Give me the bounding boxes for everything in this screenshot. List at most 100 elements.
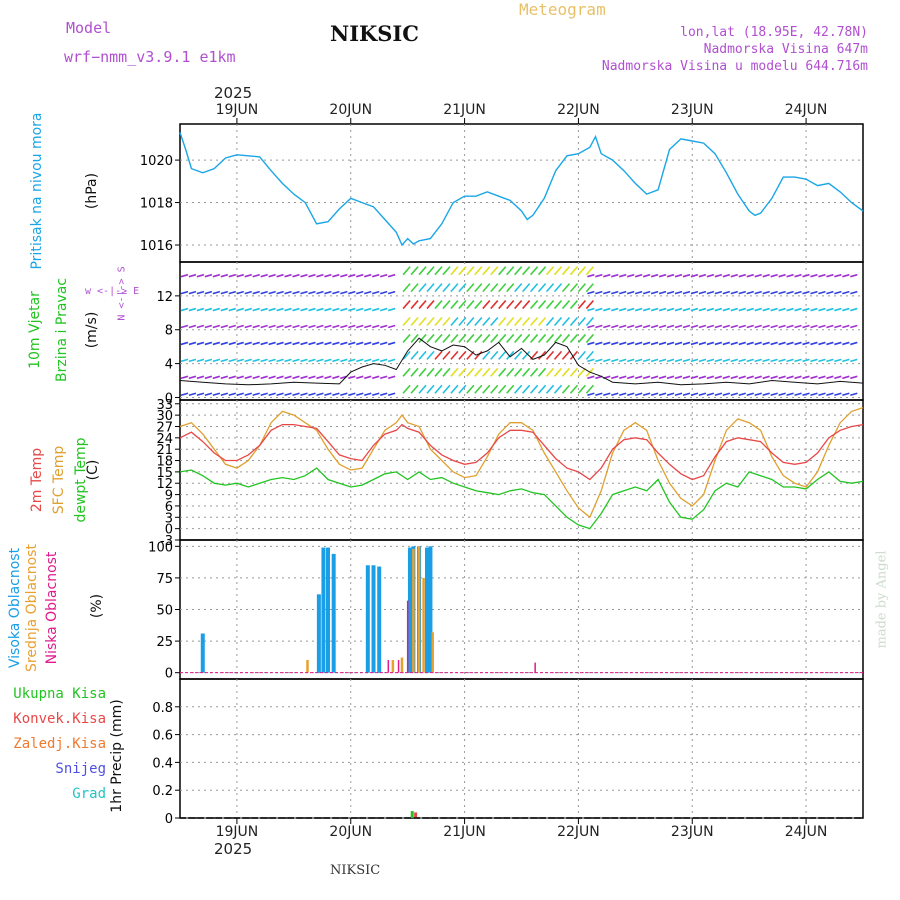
wind-arrow xyxy=(276,341,284,346)
wind-arrow xyxy=(188,358,197,363)
wind-arrow xyxy=(252,341,260,346)
wind-arrow xyxy=(236,290,244,295)
wind-arrow xyxy=(308,290,316,295)
wind-arrow xyxy=(642,307,651,312)
x-tick-label-top: 22JUN xyxy=(557,102,600,118)
wind-arrow xyxy=(738,341,746,346)
wind-arrow xyxy=(585,350,594,360)
wind-arrow xyxy=(826,392,834,396)
wind-arrow xyxy=(410,384,419,394)
wind-arrow xyxy=(498,316,507,327)
wind-arrow xyxy=(826,307,834,312)
wind-arrow xyxy=(778,307,786,312)
wind-arrow xyxy=(674,324,683,329)
y-tick-label-temperature: 12 xyxy=(156,477,173,492)
model-label: Model xyxy=(66,19,112,37)
wind-arrow xyxy=(826,341,834,346)
wind-arrow xyxy=(537,266,547,276)
wind-arrow xyxy=(482,266,491,276)
wind-arrow xyxy=(180,324,189,329)
wind-arrow xyxy=(730,392,739,396)
wind-arrow xyxy=(196,392,205,396)
wind-arrow xyxy=(498,367,507,377)
wind-arrow xyxy=(666,341,675,346)
cloud-bar-1 xyxy=(417,546,421,673)
y-tick-label-temperature: 0 xyxy=(165,523,173,538)
wind-arrow xyxy=(276,307,284,312)
wind-arrow xyxy=(595,290,603,295)
wind-arrow xyxy=(603,324,611,329)
wind-arrow xyxy=(356,341,364,346)
wind-arrow xyxy=(642,273,651,278)
wind-arrow xyxy=(530,333,539,343)
wind-arrow xyxy=(537,300,547,310)
wind-arrow xyxy=(714,307,723,312)
wind-arrow xyxy=(545,384,555,394)
wind-arrow xyxy=(402,367,411,377)
wind-arrow xyxy=(522,283,531,293)
y-tick-label-temperature: 9 xyxy=(165,489,173,504)
wind-arrow xyxy=(682,392,691,396)
y-tick-label-pressure: 1020 xyxy=(140,154,173,169)
wind-arrow xyxy=(730,307,739,312)
wind-arrow xyxy=(371,290,380,295)
wind-arrow xyxy=(770,392,778,396)
wind-arrow xyxy=(706,358,715,363)
wind-arrow xyxy=(626,341,635,346)
wind-arrow xyxy=(442,333,451,343)
wind-arrow xyxy=(474,266,483,276)
wind-arrow xyxy=(802,341,810,346)
wind-arrow xyxy=(418,300,427,310)
wind-arrow xyxy=(228,375,236,380)
wind-arrow xyxy=(642,375,651,380)
wind-arrow xyxy=(498,350,507,360)
wind-arrow xyxy=(434,333,443,343)
wind-arrow xyxy=(537,283,547,293)
wind-arrow xyxy=(545,300,555,310)
wind-arrow xyxy=(308,307,316,312)
wind-arrow xyxy=(466,300,475,310)
wind-arrow xyxy=(506,367,515,377)
wind-arrow xyxy=(650,358,659,363)
panel-frame-temperature xyxy=(179,399,864,541)
wind-arrow xyxy=(236,392,244,396)
wind-arrow xyxy=(434,384,443,394)
wind-arrow xyxy=(442,384,451,394)
wind-arrow xyxy=(204,358,213,363)
wind-arrow xyxy=(754,324,762,329)
wind-arrow xyxy=(619,341,627,346)
wind-arrow xyxy=(530,316,539,327)
wind-arrow xyxy=(818,290,826,295)
wind-arrow xyxy=(364,290,372,295)
wind-arrow xyxy=(826,375,834,380)
wind-arrow xyxy=(180,359,181,361)
wind-arrow xyxy=(340,375,348,380)
cloud-bar-0 xyxy=(200,633,205,673)
wind-arrow xyxy=(619,392,627,396)
wind-arrow xyxy=(794,341,802,346)
x-tick-label-bottom: 24JUN xyxy=(785,824,828,840)
wind-arrow xyxy=(626,324,635,329)
wind-arrow xyxy=(276,290,284,295)
wind-arrow xyxy=(786,290,794,295)
temp-label-2m: 2m Temp xyxy=(29,447,45,513)
wind-arrow xyxy=(522,300,531,310)
wind-arrow xyxy=(418,367,427,377)
wind-arrow xyxy=(410,266,419,276)
wind-arrow xyxy=(188,375,197,380)
wind-arrow xyxy=(818,307,826,312)
wind-arrow xyxy=(410,350,419,360)
wind-arrow xyxy=(810,375,818,380)
precip-legend-frz: Zaledj.Kisa xyxy=(13,736,106,752)
wind-arrow xyxy=(426,333,435,343)
wind-arrow xyxy=(490,283,499,293)
wind-arrow xyxy=(308,375,316,380)
y-tick-label-temperature: -3 xyxy=(160,534,173,549)
wind-arrow xyxy=(577,316,587,327)
wind-arrow xyxy=(410,316,419,327)
wind-arrow xyxy=(188,392,197,396)
wind-arrow xyxy=(348,290,356,295)
wind-arrow xyxy=(458,367,467,377)
wind-arrow xyxy=(387,375,396,380)
wind-arrow xyxy=(587,375,595,380)
